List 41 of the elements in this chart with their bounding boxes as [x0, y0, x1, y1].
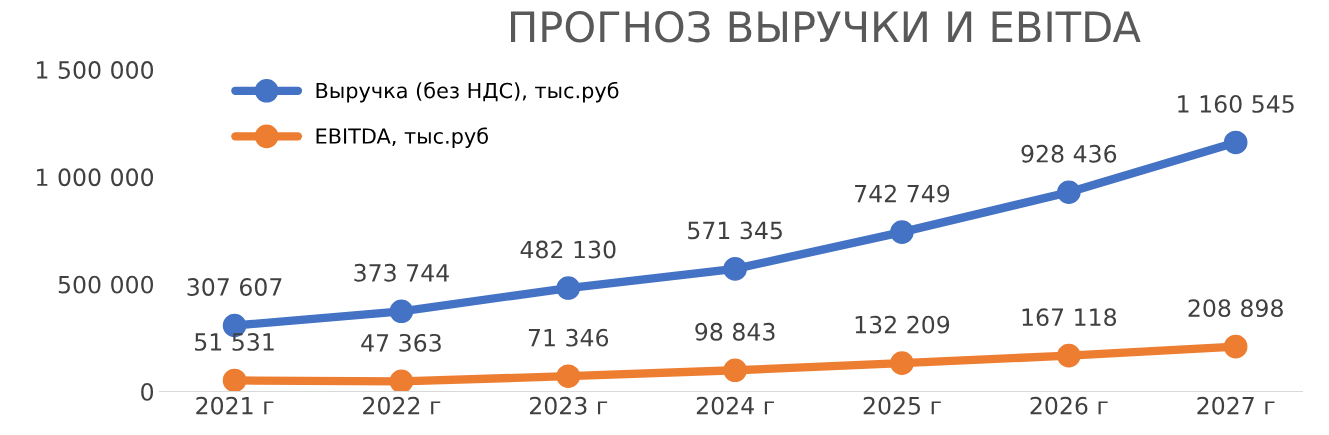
data-label: 71 346 [528, 328, 609, 347]
point [723, 358, 747, 383]
point [389, 299, 414, 324]
data-label: 742 749 [855, 184, 950, 203]
chart-title: ПРОГНОЗ ВЫРУЧКИ И EBITDA [511, 11, 1141, 43]
data-label: 571 345 [688, 221, 782, 240]
x-tick-label: 2025 г [863, 396, 941, 415]
data-label: 167 118 [1022, 308, 1117, 327]
x-tick-label: 2027 г [1197, 396, 1275, 415]
data-label: 98 843 [695, 322, 775, 341]
data-label: 307 607 [187, 278, 282, 296]
y-tick-label: 1 500 000 [37, 61, 154, 79]
data-label: 208 898 [1188, 299, 1283, 318]
x-tick-label: 2022 г [363, 396, 441, 415]
point [890, 351, 914, 375]
x-tick-label: 2021 г [196, 396, 274, 415]
data-label: 373 744 [354, 263, 449, 282]
point [1057, 343, 1081, 368]
data-label: 47 363 [361, 333, 441, 352]
point [1057, 180, 1081, 205]
point [723, 257, 747, 281]
legend-label: EBITDA, тыс.руб [316, 127, 488, 148]
data-label: 1 160 545 [1178, 95, 1294, 113]
point [1223, 130, 1248, 155]
y-tick-label: 1 000 000 [37, 168, 154, 187]
data-label: 928 436 [1021, 144, 1117, 163]
x-tick-label: 2023 г [530, 396, 608, 415]
data-label: 482 130 [520, 240, 616, 259]
point [389, 369, 414, 392]
y-tick-label: 500 000 [58, 275, 154, 294]
data-label: 51 531 [195, 333, 274, 351]
point [556, 364, 581, 388]
data-label: 132 209 [855, 315, 950, 334]
y-tick-label: 0 [141, 382, 154, 401]
legend-label: Выручка (без НДС), тыс.руб [316, 81, 619, 103]
point [1223, 334, 1248, 359]
point [890, 220, 914, 244]
point [222, 368, 247, 392]
point [556, 276, 581, 300]
x-tick-label: 2026 г [1030, 396, 1108, 415]
x-tick-label: 2024 г [696, 396, 774, 415]
